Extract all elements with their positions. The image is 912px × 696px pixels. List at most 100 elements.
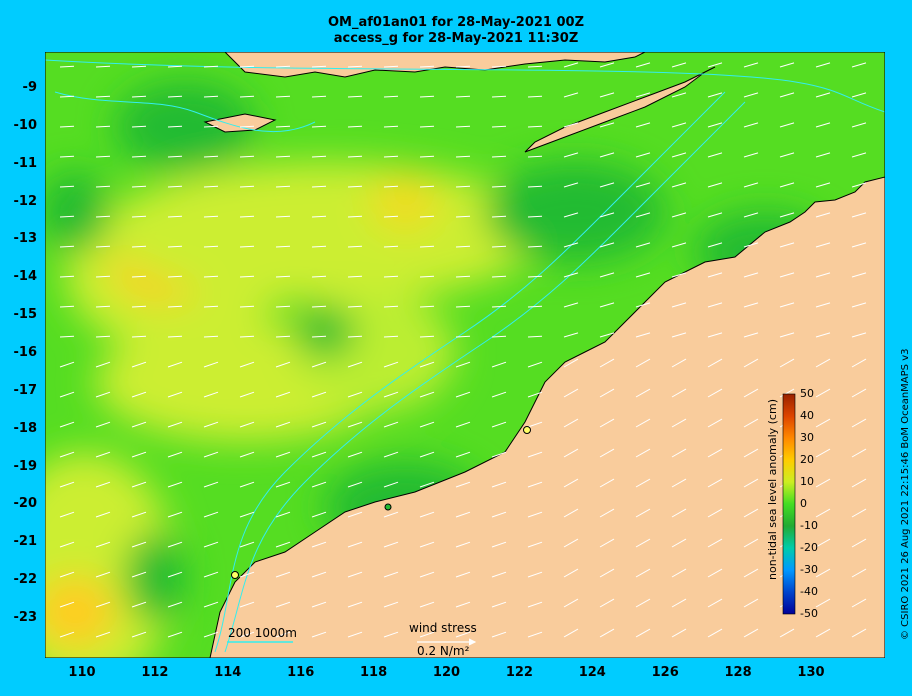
wind-arrow	[59, 541, 75, 548]
wind-arrow	[95, 391, 111, 398]
wind-arrow	[383, 185, 399, 188]
wind-arrow	[815, 538, 831, 548]
wind-arrow	[635, 212, 651, 218]
wind-arrow	[851, 182, 867, 188]
wind-arrow	[95, 95, 111, 98]
wind-arrow	[311, 601, 327, 608]
colorbar-tick-label: -10	[800, 519, 818, 532]
wind-arrow	[635, 628, 651, 638]
wind-arrow	[491, 95, 507, 98]
wind-arrow	[59, 601, 75, 608]
wind-arrow	[419, 65, 435, 68]
wind-arrow	[383, 361, 399, 368]
wind-arrow	[563, 418, 579, 428]
wind-arrow	[455, 305, 471, 308]
wind-arrow	[203, 421, 219, 428]
wind-arrow	[131, 155, 147, 158]
wind-arrow	[599, 212, 615, 218]
wind-arrow	[563, 152, 579, 158]
wind-arrow	[383, 215, 399, 218]
wind-arrow	[815, 448, 831, 458]
wind-arrow	[203, 95, 219, 98]
wind-arrow	[239, 65, 255, 68]
wind-arrow	[779, 182, 795, 188]
wind-arrow	[635, 182, 651, 188]
wind-arrow	[347, 601, 363, 608]
wind-arrow	[743, 302, 759, 308]
wind-arrow	[527, 65, 543, 68]
wind-arrow	[59, 511, 75, 518]
wind-arrow	[383, 481, 399, 488]
wind-arrow	[239, 631, 255, 638]
longitude-label: 118	[360, 665, 388, 680]
wind-arrow	[239, 601, 255, 608]
land-northern-islands	[224, 52, 646, 78]
wind-arrow	[815, 388, 831, 398]
wind-arrow	[131, 421, 147, 428]
wind-arrow	[851, 242, 867, 248]
wind-arrow	[59, 65, 75, 68]
colorbar-tick-label: 30	[800, 431, 814, 444]
wind-arrow	[275, 305, 291, 308]
wind-arrow	[95, 155, 111, 158]
wind-arrow	[743, 628, 759, 638]
wind-arrow	[347, 95, 363, 98]
wind-arrow	[95, 511, 111, 518]
wind-arrow	[203, 155, 219, 158]
wind-arrow	[527, 571, 543, 578]
wind-arrow	[203, 245, 219, 248]
wind-arrow	[707, 388, 723, 398]
colorbar-tick-label: -40	[800, 585, 818, 598]
wind-arrow	[851, 388, 867, 398]
wind-arrow	[635, 568, 651, 578]
wind-arrow	[455, 275, 471, 278]
wind-arrow	[743, 332, 759, 338]
wind-arrow	[203, 451, 219, 458]
wind-arrow	[815, 628, 831, 638]
wind-arrow	[167, 601, 183, 608]
wind-arrow	[527, 541, 543, 548]
wind-arrow	[563, 628, 579, 638]
wind-arrow	[311, 571, 327, 578]
latitude-label: -14	[13, 269, 38, 285]
wind-arrow	[383, 391, 399, 398]
wind-arrow	[95, 541, 111, 548]
wind-legend-value: 0.2 N/m²	[417, 644, 470, 658]
wind-arrow	[131, 511, 147, 518]
wind-arrow	[275, 391, 291, 398]
wind-arrow	[635, 418, 651, 428]
wind-arrow	[527, 185, 543, 188]
wind-arrow	[491, 335, 507, 338]
wind-arrow	[311, 361, 327, 368]
wind-arrow	[707, 62, 723, 68]
wind-arrow	[707, 92, 723, 98]
wind-arrow	[527, 391, 543, 398]
wind-arrow	[203, 215, 219, 218]
wind-arrow	[419, 215, 435, 218]
wind-arrow	[131, 245, 147, 248]
wind-arrow	[59, 361, 75, 368]
wind-arrow	[59, 571, 75, 578]
wind-arrow	[527, 481, 543, 488]
wind-arrow	[743, 358, 759, 368]
wind-arrow	[707, 182, 723, 188]
wind-arrow	[491, 541, 507, 548]
wind-arrow	[707, 302, 723, 308]
location-marker-exmouth	[231, 571, 239, 579]
wind-arrow	[599, 538, 615, 548]
location-marker-port-hedland	[384, 503, 392, 511]
wind-arrow	[599, 182, 615, 188]
wind-arrow	[635, 152, 651, 158]
wind-arrow	[779, 212, 795, 218]
wind-arrow	[599, 62, 615, 68]
latitude-label: -13	[13, 231, 38, 247]
wind-arrow	[383, 571, 399, 578]
wind-arrow	[383, 305, 399, 308]
wind-arrow	[563, 388, 579, 398]
longitude-label: 122	[505, 665, 533, 680]
wind-arrow	[707, 242, 723, 248]
wind-arrow	[635, 388, 651, 398]
wind-arrow	[383, 631, 399, 638]
wind-arrow	[599, 358, 615, 368]
wind-arrow	[599, 388, 615, 398]
